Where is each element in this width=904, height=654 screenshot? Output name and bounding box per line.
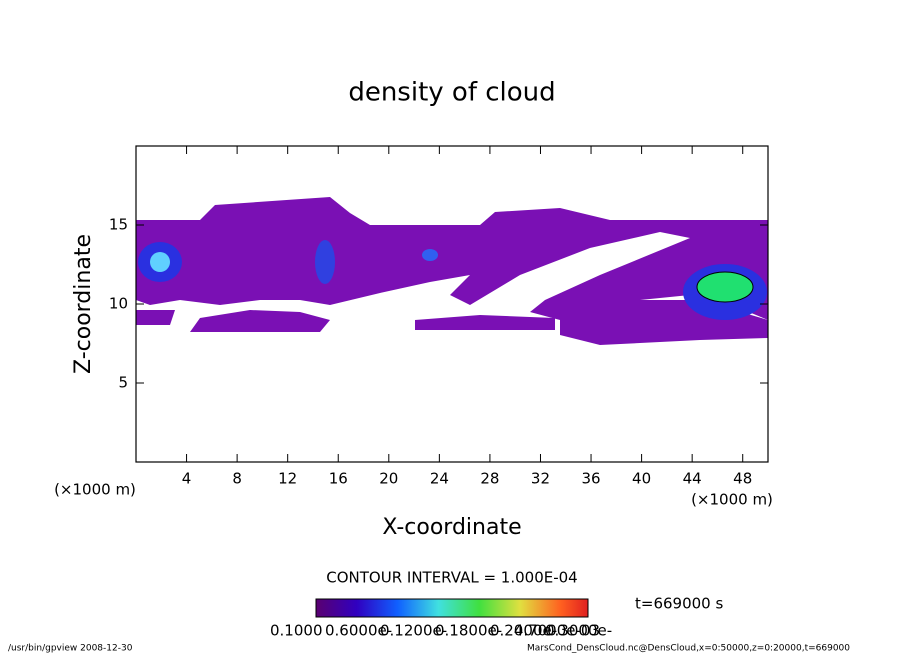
colorbar [315,598,589,618]
cloud-region [190,310,330,332]
x-tick-label: 48 [733,470,752,488]
y-tick-label: 10 [109,295,128,313]
colorbar-label: 0.6000e- [325,622,392,640]
colorbar-label: 0.7000e-03 [514,622,600,640]
cloud-core [315,240,335,284]
colorbar-label: 0.1000 [270,622,323,640]
chart-title: density of cloud [348,78,555,108]
colorbar-label: 0.1800e- [435,622,502,640]
x-tick-label: 28 [480,470,499,488]
colorbar-label: 0.2400e- [490,622,557,640]
cloud-core [696,271,754,303]
y-tick-label: 15 [109,216,128,234]
y-axis-label: Z-coordinate [71,234,96,374]
x-axis-label: X-coordinate [382,515,521,540]
cloud-field [136,197,768,345]
cloud-region [415,315,555,330]
contour-interval: CONTOUR INTERVAL = 1.000E-04 [326,569,577,587]
cloud-core [150,252,170,272]
footer-left: /usr/bin/gpview 2008-12-30 [8,644,133,654]
colorbar-label: 0.3000e- [545,622,612,640]
x-tick-label: 16 [329,470,348,488]
cloud-core [422,249,438,261]
cloud-region [136,310,175,325]
cloud-region [136,197,768,320]
x-tick-label: 20 [379,470,398,488]
colorbar-label: 0.1200e- [380,622,447,640]
y-unit: (×1000 m) [691,491,773,509]
y-tick-label: 5 [118,374,128,392]
time-label: t=669000 s [635,595,723,613]
x-tick-label: 32 [531,470,550,488]
x-tick-label: 8 [232,470,242,488]
x-tick-label: 12 [278,470,297,488]
x-tick-label: 40 [632,470,651,488]
x-tick-label: 44 [683,470,702,488]
x-tick-label: 4 [182,470,192,488]
x-unit: (×1000 m) [54,481,136,499]
x-tick-label: 24 [430,470,449,488]
footer-right: MarsCond_DensCloud.nc@DensCloud,x=0:5000… [527,644,850,654]
x-tick-label: 36 [581,470,600,488]
